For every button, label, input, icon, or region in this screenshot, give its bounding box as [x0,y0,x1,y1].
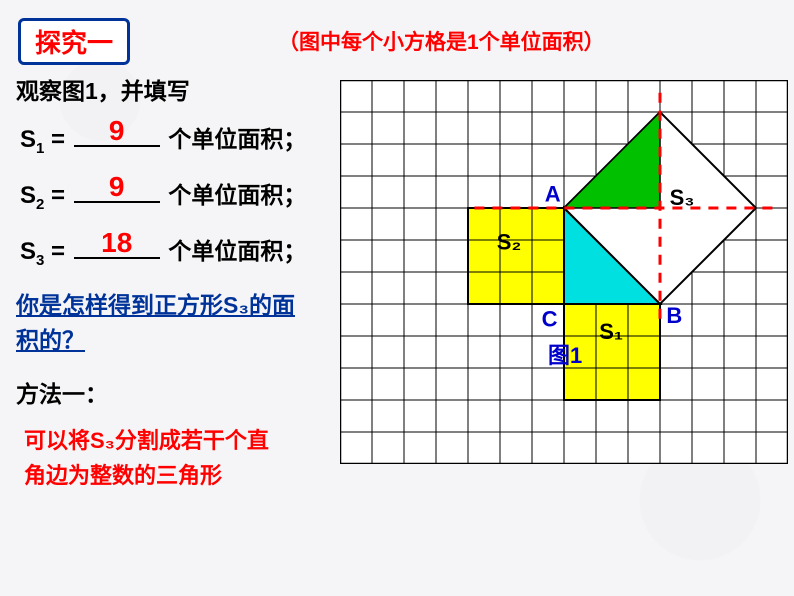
ans-s1: 9 [74,115,160,147]
figure-1-label: 图1 [548,338,582,370]
title-box: 探究一 [18,18,130,65]
instruction: 观察图1，并填写 [16,72,326,106]
eq-s3: S3 = 18 个单位面积； [20,232,326,270]
title-text: 探究一 [35,28,113,58]
method-label: 方法一： [16,375,326,409]
question: 你是怎样得到正方形S₃的面积的？ [16,288,326,357]
diagram-svg: A B C S₁ S₂ S₃ [340,80,788,464]
diagram: A B C S₁ S₂ S₃ [340,80,788,464]
svg-text:S₃: S₃ [670,185,695,210]
eq-s2: S2 = 9 个单位面积； [20,176,326,214]
method-text: 可以将S₃分割成若干个直角边为整数的三角形 [16,423,326,493]
svg-text:S₂: S₂ [497,230,521,255]
grid-unit-note: （图中每个小方格是1个单位面积） [278,26,605,56]
blank-s2: 9 [74,181,160,203]
left-column: 观察图1，并填写 S1 = 9 个单位面积； S2 = 9 个单位面积； S3 … [16,72,326,493]
svg-text:S₁: S₁ [599,319,623,344]
blank-s3: 18 [74,237,160,259]
eq-s1: S1 = 9 个单位面积； [20,120,326,158]
svg-text:A: A [545,182,561,207]
svg-text:B: B [666,303,682,328]
svg-text:C: C [542,306,558,331]
blank-s1: 9 [74,125,160,147]
ans-s3: 18 [74,227,160,259]
ans-s2: 9 [74,171,160,203]
